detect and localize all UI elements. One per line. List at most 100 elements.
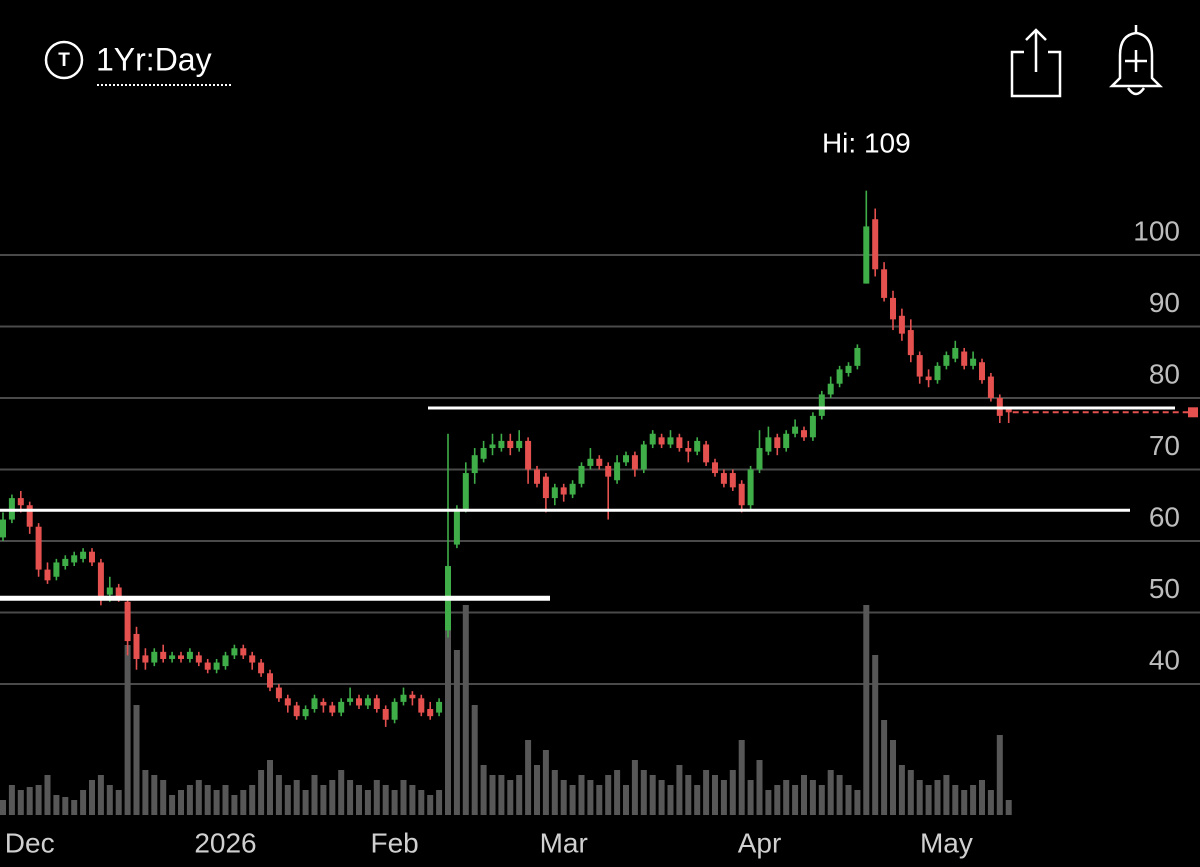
- volume-bar: [71, 800, 78, 815]
- candle-body: [516, 440, 523, 449]
- candle-body: [356, 698, 362, 706]
- volume-bar: [578, 775, 585, 815]
- label-layer: 40 50 60 70 80 90 100 Dec 2026 Feb Mar Apr May Hi: 10…: [5, 127, 1180, 858]
- ticker-icon[interactable]: T: [58, 50, 70, 71]
- volume-bar: [373, 780, 380, 815]
- volume-bar: [453, 650, 460, 815]
- candle-body: [916, 355, 923, 377]
- volume-bar: [17, 790, 24, 815]
- volume-bar: [961, 790, 968, 815]
- volume-bar: [204, 785, 211, 815]
- volume-bar: [534, 765, 540, 815]
- candle-body: [703, 444, 710, 463]
- volume-bar: [106, 785, 113, 815]
- candle-body: [640, 444, 647, 470]
- candle-body: [1005, 408, 1012, 413]
- high-annotation: Hi: 109: [822, 127, 911, 158]
- bell-clapper: [1126, 87, 1146, 96]
- candle-body: [213, 662, 220, 670]
- volume-bar: [898, 765, 905, 815]
- candle-body: [747, 469, 754, 506]
- candle-body: [890, 297, 896, 320]
- volume-bar: [160, 780, 167, 815]
- volume-bar: [694, 785, 701, 815]
- volume-bar: [836, 775, 843, 815]
- candle-body: [863, 226, 870, 284]
- candle-body: [62, 558, 69, 567]
- volume-bar: [587, 780, 594, 815]
- volume-bar: [320, 785, 327, 815]
- volume-bar: [142, 770, 149, 815]
- volume-bar: [907, 770, 914, 815]
- volume-bar: [649, 775, 656, 815]
- candle-body: [17, 498, 24, 506]
- last-price-marker: [1188, 407, 1198, 418]
- candle-body: [222, 655, 229, 667]
- candle-body: [809, 415, 816, 438]
- volume-bar: [213, 790, 220, 815]
- volume-bar: [712, 775, 718, 815]
- candle-body: [925, 376, 932, 381]
- grid: [0, 254, 1200, 685]
- candle-body: [881, 269, 888, 298]
- candle-body: [302, 709, 309, 717]
- volume-bar: [489, 775, 496, 815]
- alert-button[interactable]: [1108, 25, 1164, 96]
- x-tick-label: Mar: [540, 827, 588, 858]
- volume-bar: [284, 785, 291, 815]
- volume-bar: [774, 785, 781, 815]
- volume-bar: [685, 775, 692, 815]
- overlay-layer: [0, 406, 1198, 601]
- volume-bar: [258, 770, 265, 815]
- volume-bar: [498, 775, 505, 815]
- volume-bar: [409, 785, 416, 815]
- candle-body: [400, 694, 407, 702]
- volume-bar: [996, 735, 1003, 815]
- volume-bar: [133, 705, 140, 815]
- candle-body: [373, 698, 380, 710]
- candle-body: [542, 476, 549, 499]
- candle-body: [961, 351, 968, 366]
- ticker-icon-ring[interactable]: [44, 40, 84, 80]
- candle-body: [195, 655, 202, 663]
- candle-body: [169, 655, 176, 659]
- volume-bar: [195, 780, 202, 815]
- candle-body: [676, 437, 683, 449]
- volume-bar: [720, 780, 727, 815]
- volume-bar: [987, 790, 994, 815]
- volume-bar: [738, 740, 745, 815]
- candle-body: [258, 662, 265, 674]
- volume-bar: [783, 780, 790, 815]
- candle-body: [801, 430, 807, 438]
- volume-bar: [231, 795, 238, 815]
- y-tick-label: 90: [1149, 287, 1180, 318]
- volume-bar: [756, 760, 763, 815]
- volume-bar: [854, 790, 861, 815]
- candle-body: [320, 701, 327, 706]
- share-button[interactable]: [1010, 28, 1062, 98]
- volume-bar: [925, 785, 932, 815]
- volume-bar: [623, 785, 629, 815]
- volume-bar: [765, 790, 772, 815]
- candle-body: [249, 655, 256, 663]
- candle-body: [382, 709, 389, 720]
- candle-body: [720, 473, 727, 484]
- candle-body: [649, 433, 656, 445]
- volume-bar: [729, 770, 736, 815]
- volume-bar: [943, 775, 950, 815]
- candle-body: [364, 698, 371, 706]
- volume-bar: [516, 775, 523, 815]
- volume-bar: [507, 780, 514, 815]
- candle-body: [783, 433, 790, 449]
- volume-bar: [338, 770, 345, 815]
- candle-body: [774, 437, 781, 449]
- volume-bar: [53, 795, 60, 815]
- candle-body: [204, 662, 211, 670]
- candle-body: [480, 448, 487, 459]
- candle-body: [427, 709, 434, 717]
- candle-body: [605, 465, 612, 477]
- share-arrow: [1025, 28, 1047, 72]
- volume-bar: [124, 645, 131, 815]
- period-selector[interactable]: 1Yr:Day: [96, 41, 212, 77]
- candle-body: [471, 455, 478, 474]
